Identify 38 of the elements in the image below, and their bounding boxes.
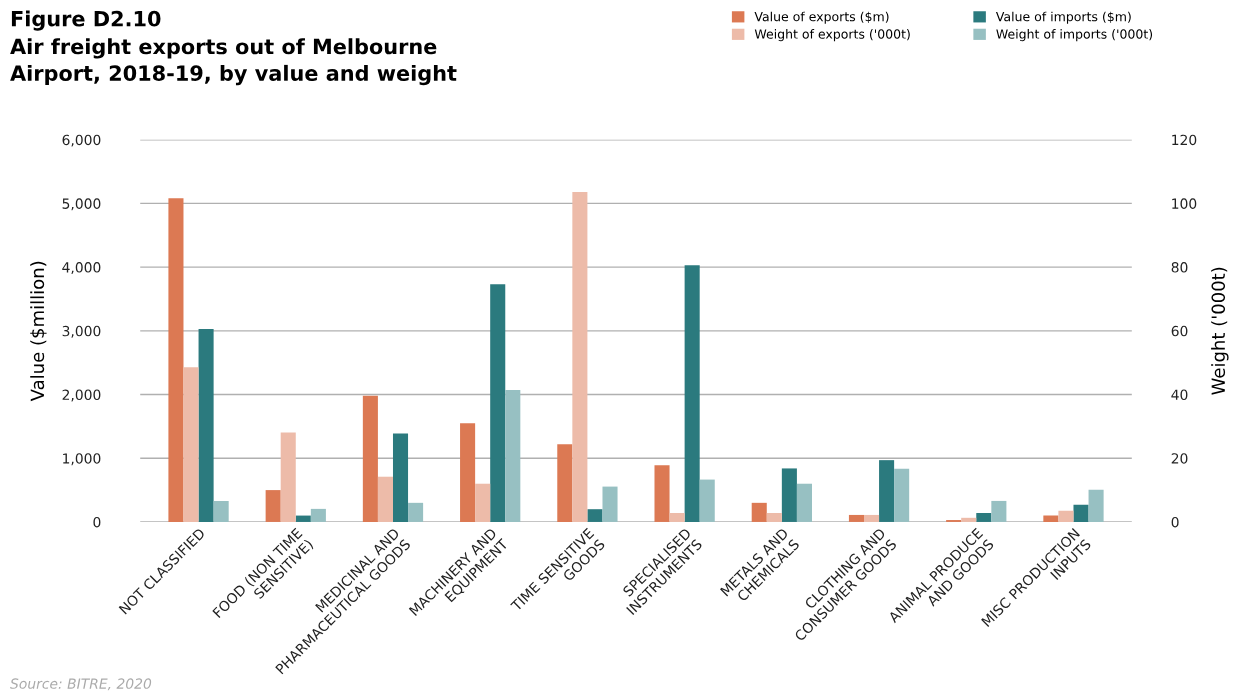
y-axis-title: Value ($million)	[30, 261, 47, 402]
y-tick-label: 6,000	[62, 134, 101, 147]
y2-tick-label: 80	[1171, 262, 1188, 273]
bar	[213, 500, 229, 522]
bar	[280, 432, 296, 522]
bar	[684, 265, 700, 522]
legend-label: Value of imports ($m)	[995, 11, 1131, 24]
bar	[557, 444, 573, 522]
bar	[408, 502, 424, 522]
y-tick-label: 0	[93, 516, 101, 528]
y-tick-label: 4,000	[62, 262, 101, 274]
y2-tick-label: 40	[1171, 389, 1188, 400]
bar	[669, 513, 685, 522]
chart-subtitle: Air freight exports out of Melbourne Airport, 2018-19, by value and weight	[10, 38, 457, 86]
bar	[362, 395, 378, 522]
bar	[654, 465, 670, 522]
y-tick-label: 5,000	[62, 198, 101, 211]
y-tick-label: 1,000	[63, 453, 101, 466]
legend-label: Value of exports ($m)	[754, 11, 889, 24]
bar	[460, 423, 476, 522]
y-tick-label: 3,000	[62, 325, 101, 338]
y-tick-label: 2,000	[62, 389, 101, 402]
bar	[602, 486, 618, 522]
y2-tick-label: 120	[1172, 134, 1197, 146]
y2-tick-label: 100	[1172, 198, 1197, 209]
y2-tick-label: 0	[1171, 516, 1179, 528]
bar	[991, 500, 1007, 522]
legend-label: Weight of imports ('000t)	[996, 29, 1153, 42]
y2-axis-title: Weight ('000t)	[1211, 267, 1229, 395]
y2-tick-label: 20	[1171, 453, 1188, 464]
legend-label: Weight of exports ('000t)	[754, 29, 910, 42]
y2-tick-label: 60	[1171, 325, 1188, 337]
bar	[168, 198, 184, 522]
source-note: Source: BITRE, 2020	[10, 678, 152, 691]
bar	[751, 502, 767, 522]
chart-title: Figure D2.10	[11, 10, 161, 31]
bar	[572, 191, 588, 522]
bar	[699, 479, 715, 522]
